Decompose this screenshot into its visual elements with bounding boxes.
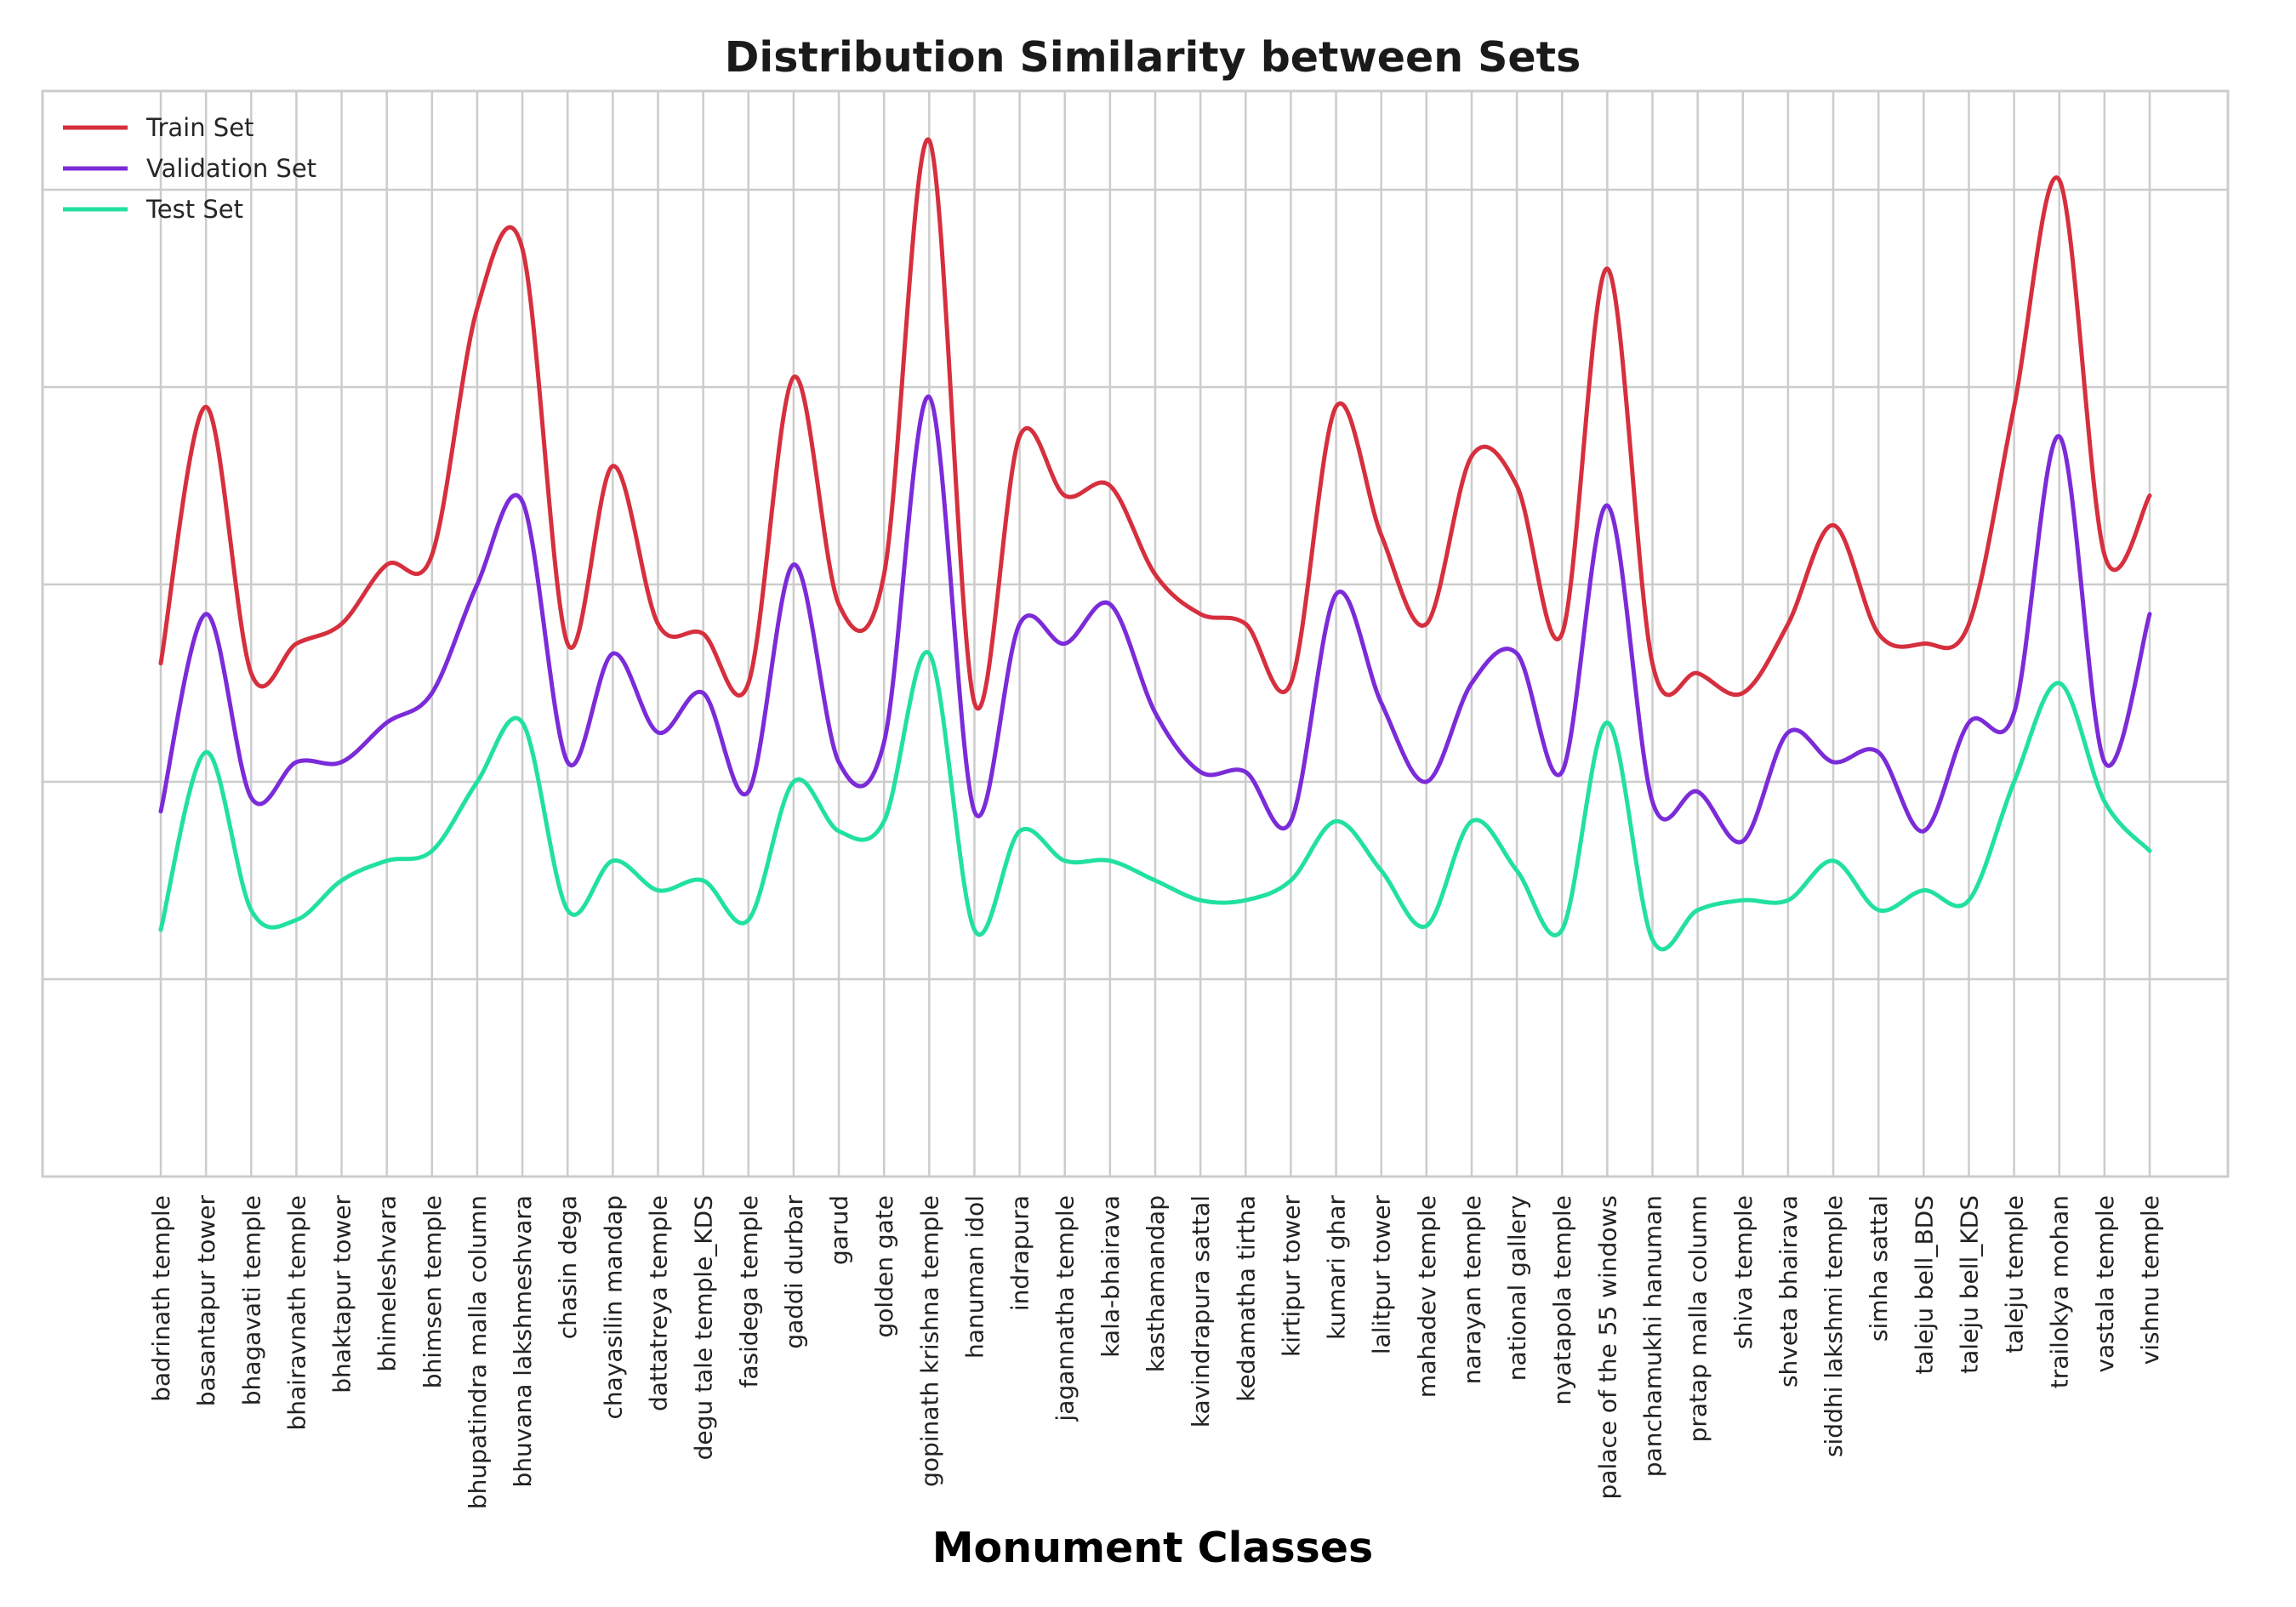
x-tick-label: shveta bhairava — [1775, 1195, 1803, 1388]
chart-title: Distribution Similarity between Sets — [725, 33, 1581, 82]
x-tick-label: badrinath temple — [147, 1195, 175, 1402]
x-tick-label: nyatapola temple — [1548, 1195, 1576, 1405]
x-tick-label: dattatreya temple — [645, 1195, 673, 1411]
x-tick-label: degu tale temple_KDS — [690, 1195, 718, 1460]
x-tick-label: gopinath krishna temple — [915, 1195, 943, 1487]
x-tick-label: mahadev temple — [1413, 1195, 1441, 1398]
plot-frame — [41, 89, 2230, 1178]
x-tick-label: basantapur tower — [192, 1195, 220, 1407]
series-line-test-set — [158, 650, 2152, 952]
x-tick-label: narayan temple — [1458, 1195, 1486, 1384]
x-tick-label: taleju temple — [2001, 1195, 2029, 1353]
series-line-train-set — [158, 137, 2152, 711]
x-tick-label: bhaktapur tower — [328, 1195, 356, 1393]
series-line-validation-set — [158, 395, 2152, 845]
grid — [43, 91, 2228, 1177]
x-tick-label: palace of the 55 windows — [1593, 1195, 1621, 1499]
x-tick-label: bhimeleshvara — [373, 1195, 402, 1372]
x-tick-label: shiva temple — [1729, 1195, 1758, 1349]
x-tick-label: chayasilin mandap — [599, 1195, 627, 1419]
x-tick-label: bhuvana lakshmeshvara — [509, 1195, 537, 1488]
legend-label: Validation Set — [146, 154, 316, 183]
x-tick-label: garud — [825, 1195, 853, 1265]
x-tick-label: taleju bell_KDS — [1955, 1195, 1983, 1374]
x-tick-label: panchamukhi hanuman — [1639, 1195, 1667, 1477]
x-tick-label: simha sattal — [1865, 1195, 1893, 1342]
x-tick-label: kedamatha tirtha — [1232, 1195, 1260, 1402]
legend-label: Test Set — [145, 195, 243, 224]
x-tick-label: golden gate — [870, 1195, 898, 1337]
x-tick-label: kasthamandap — [1142, 1195, 1170, 1372]
x-tick-label: lalitpur tower — [1368, 1195, 1396, 1355]
x-tick-label: kumari ghar — [1323, 1195, 1351, 1340]
x-tick-label: fasidega temple — [735, 1195, 763, 1388]
x-tick-labels: badrinath temple basantapur tower bhagavat… — [147, 1195, 2164, 1510]
x-tick-label: vishnu temple — [2136, 1195, 2164, 1365]
x-tick-label: vastala temple — [2091, 1195, 2119, 1373]
legend: Train Set Validation Set Test Set — [63, 113, 316, 224]
x-tick-label: kavindrapura sattal — [1187, 1195, 1215, 1427]
x-tick-label: jagannatha temple — [1051, 1195, 1080, 1422]
x-tick-label: bhimsen temple — [419, 1195, 447, 1388]
x-tick-label: trailokya mohan — [2046, 1195, 2074, 1388]
x-tick-label: kala-bhairava — [1097, 1195, 1125, 1358]
x-tick-label: bhupatindra malla column — [464, 1195, 492, 1509]
x-tick-label: pratap malla column — [1684, 1195, 1712, 1442]
x-tick-label: taleju bell_BDS — [1910, 1195, 1938, 1375]
x-tick-label: indrapura — [1006, 1195, 1034, 1311]
x-tick-label: national gallery — [1503, 1195, 1531, 1381]
x-tick-label: bhagavati temple — [237, 1195, 265, 1405]
x-tick-label: kirtipur tower — [1277, 1195, 1305, 1357]
x-tick-label: bhairavnath temple — [282, 1195, 311, 1431]
x-axis-label: Monument Classes — [932, 1524, 1373, 1572]
x-tick-label: hanuman idol — [960, 1195, 988, 1359]
x-tick-label: gaddi durbar — [780, 1195, 808, 1349]
legend-label: Train Set — [145, 113, 254, 142]
x-tick-label: siddhi lakshmi temple — [1820, 1195, 1848, 1457]
x-tick-label: chasin dega — [554, 1195, 582, 1339]
series-layer — [158, 137, 2152, 952]
